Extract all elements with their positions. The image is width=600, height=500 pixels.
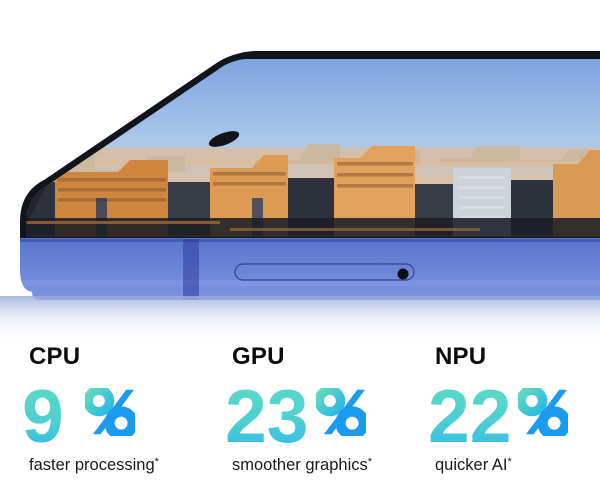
svg-text:9: 9	[22, 374, 64, 458]
svg-text:22: 22	[428, 374, 511, 458]
svg-text:23: 23	[225, 374, 308, 458]
